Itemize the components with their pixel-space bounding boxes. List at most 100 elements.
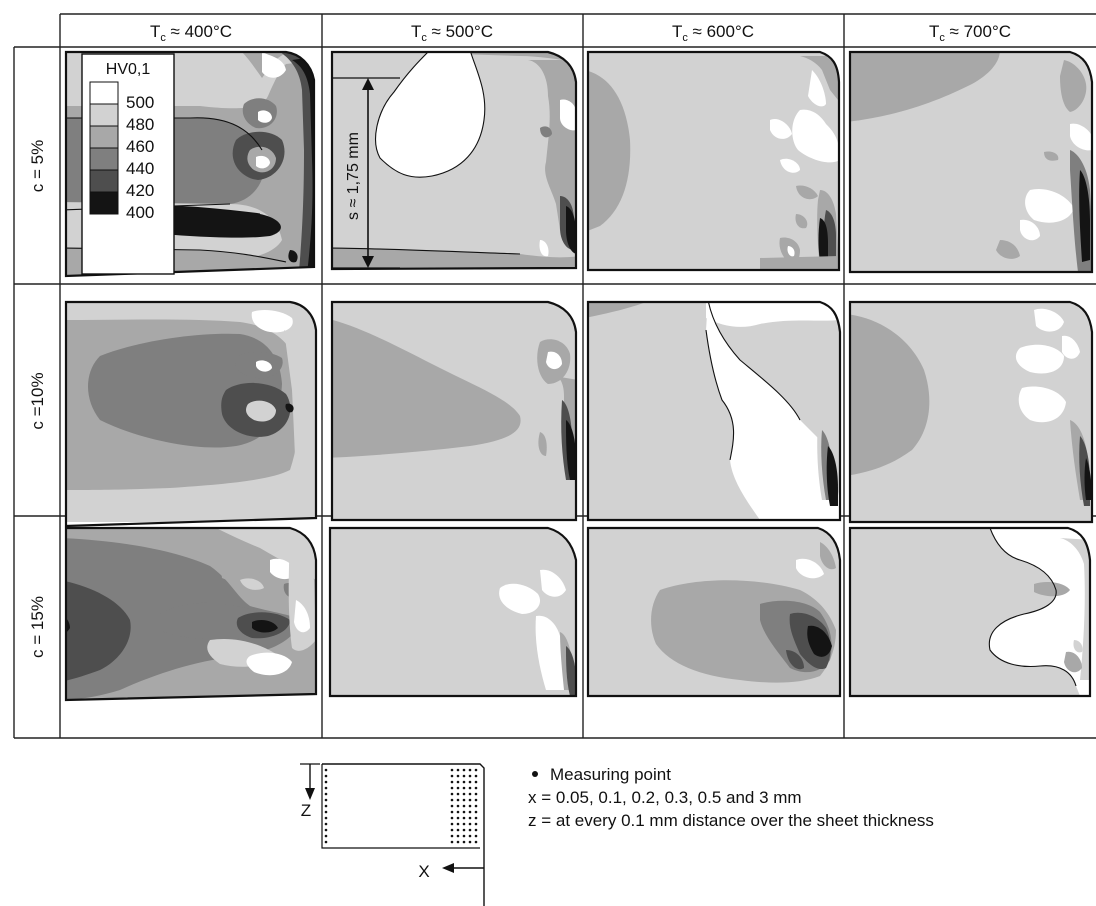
measuring-point-dot <box>456 804 460 808</box>
legend-level-label: 420 <box>126 181 154 200</box>
legend-level-label: 440 <box>126 159 154 178</box>
measuring-point-dot <box>474 786 478 790</box>
measurement-notes: Measuring point x = 0.05, 0.1, 0.2, 0.3,… <box>528 763 934 832</box>
measuring-point-dot <box>456 840 460 844</box>
specimen-outline-600-5 <box>586 50 841 272</box>
measuring-points-grid <box>324 768 478 844</box>
measuring-point-dot <box>462 822 466 826</box>
measuring-point-dot <box>462 798 466 802</box>
note-measuring-point: Measuring point <box>528 763 934 786</box>
measuring-point-dot <box>450 840 454 844</box>
measuring-point-dot <box>450 828 454 832</box>
measuring-point-dot <box>474 780 478 784</box>
measuring-point-dot <box>450 816 454 820</box>
measuring-point-dot <box>462 774 466 778</box>
measuring-point-dot <box>468 828 472 832</box>
measuring-point-dot <box>468 774 472 778</box>
contour-map-500-15 <box>330 528 576 696</box>
measuring-point-dot <box>474 768 478 772</box>
measuring-point-dot <box>474 816 478 820</box>
measuring-point-dot <box>474 774 478 778</box>
measuring-point-dot <box>324 768 328 772</box>
specimen-outline-700-15 <box>848 526 1092 698</box>
measuring-point-dot <box>468 840 472 844</box>
measuring-point-dot <box>324 804 328 808</box>
specimen-outline-400-15 <box>64 526 318 702</box>
column-header-500: Tc ≈ 500°C <box>411 22 493 44</box>
measuring-point-dot <box>462 810 466 814</box>
measuring-point-dot <box>450 774 454 778</box>
legend-level-label: 480 <box>126 115 154 134</box>
row-header-10: c =10% <box>28 372 47 429</box>
measuring-point-dot <box>456 786 460 790</box>
measuring-point-dot <box>324 816 328 820</box>
measuring-point-dot <box>462 804 466 808</box>
note-measuring-point-text: Measuring point <box>550 765 671 784</box>
specimen-outline-400-10 <box>64 300 318 528</box>
measuring-point-dot <box>468 786 472 790</box>
measuring-point-dot <box>324 786 328 790</box>
measuring-point-dot <box>474 828 478 832</box>
measuring-point-dot <box>450 768 454 772</box>
measuring-point-dot <box>468 834 472 838</box>
measuring-point-dot <box>456 774 460 778</box>
schema-z-label: Z <box>301 801 311 820</box>
measuring-point-dot <box>462 768 466 772</box>
legend-swatch <box>89 125 119 149</box>
row-header-15: c = 15% <box>28 596 47 658</box>
measuring-point-dot <box>324 810 328 814</box>
measuring-point-dot <box>450 810 454 814</box>
measuring-point-dot <box>324 774 328 778</box>
hardness-legend: HV0,1 500 480 460 440 420 400 <box>81 53 175 275</box>
contour-map-500-10 <box>332 302 576 520</box>
note-x-values: x = 0.05, 0.1, 0.2, 0.3, 0.5 and 3 mm <box>528 788 802 807</box>
specimen-outline-500-10 <box>330 300 578 522</box>
contour-map-700-15 <box>850 528 1090 696</box>
measuring-point-dot <box>324 834 328 838</box>
contour-map-600-15 <box>588 528 840 696</box>
measuring-point-dot <box>468 804 472 808</box>
measuring-point-dot <box>456 798 460 802</box>
schema-x-label: X <box>418 862 429 881</box>
measuring-point-dot <box>468 810 472 814</box>
legend-level-label: 400 <box>126 203 154 222</box>
schema-sheet-outline <box>322 763 485 906</box>
measuring-point-dot <box>468 816 472 820</box>
measuring-point-dot <box>462 786 466 790</box>
measuring-point-dot <box>450 786 454 790</box>
specimen-outline-500-15 <box>328 526 578 698</box>
legend-swatch <box>89 81 119 105</box>
measuring-point-dot-icon <box>532 771 538 778</box>
measuring-point-dot <box>474 792 478 796</box>
measuring-point-dot <box>474 822 478 826</box>
legend-swatch <box>89 147 119 171</box>
measuring-point-dot <box>324 780 328 784</box>
measuring-point-dot <box>450 798 454 802</box>
measuring-point-dot <box>462 780 466 784</box>
measuring-point-dot <box>324 822 328 826</box>
legend-swatch <box>89 191 119 215</box>
row-header-5: c = 5% <box>28 140 47 192</box>
measuring-point-dot <box>456 792 460 796</box>
measuring-point-dot <box>468 792 472 796</box>
legend-level-label: 500 <box>126 93 154 112</box>
contour-map-600-5 <box>588 52 839 270</box>
contour-map-700-5 <box>850 52 1092 272</box>
measuring-point-dot <box>462 816 466 820</box>
measuring-point-dot <box>456 810 460 814</box>
measuring-point-dot <box>456 768 460 772</box>
contour-map-700-10 <box>850 302 1092 522</box>
measuring-point-dot <box>324 828 328 832</box>
measuring-point-dot <box>462 840 466 844</box>
measuring-point-dot <box>450 822 454 826</box>
column-header-700: Tc ≈ 700°C <box>929 22 1011 44</box>
specimen-outline-600-15 <box>586 526 842 698</box>
specimen-outline-600-10 <box>586 300 842 522</box>
measuring-point-dot <box>462 828 466 832</box>
measuring-point-dot <box>474 840 478 844</box>
measuring-point-dot <box>474 834 478 838</box>
measuring-point-dot <box>456 816 460 820</box>
measuring-point-dot <box>474 804 478 808</box>
measuring-point-dot <box>468 768 472 772</box>
